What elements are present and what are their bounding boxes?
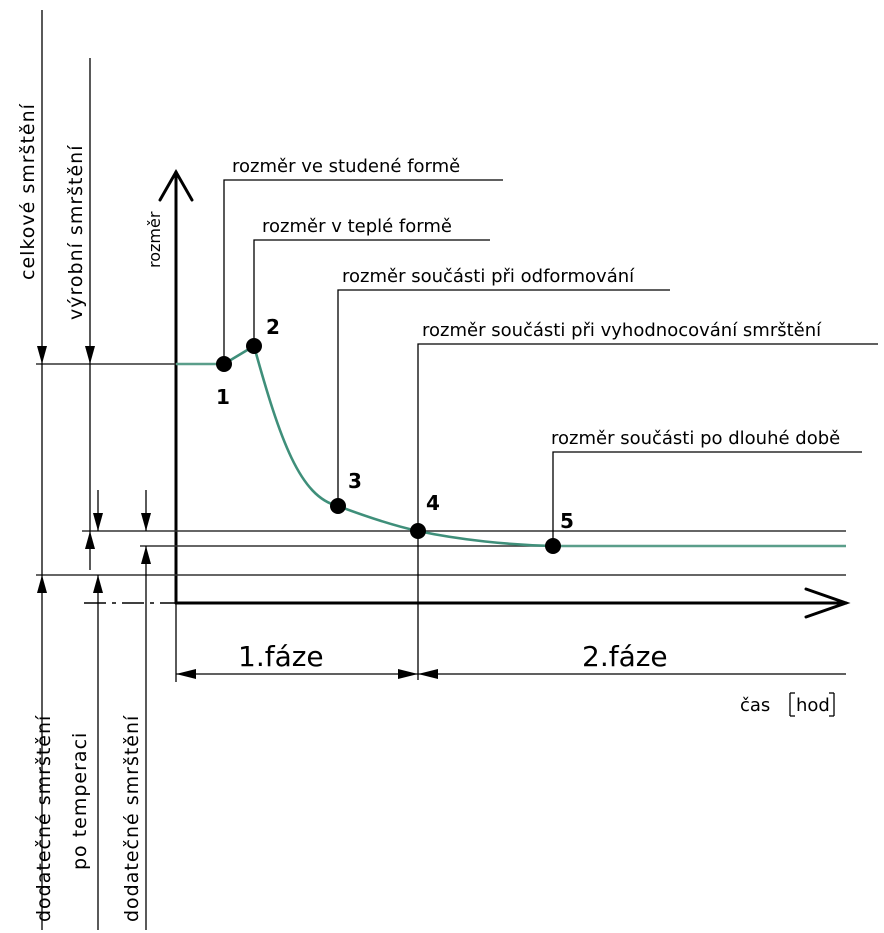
point-1: 1: [216, 356, 232, 409]
point-4-label: 4: [426, 491, 440, 515]
dim-post-shrinkage: dodatečné smrštění: [121, 490, 151, 930]
point-3: 3: [330, 469, 362, 514]
phase-2-label: 2.fáze: [582, 640, 668, 673]
callout-evaluation-text: rozměr součásti při vyhodnocování smrště…: [422, 320, 822, 341]
callout-warm-mold: rozměr v teplé formě: [253, 216, 490, 346]
callout-warm-mold-text: rozměr v teplé formě: [262, 216, 452, 237]
label-post-shrinkage-tempering-2: po temperaci: [69, 732, 91, 870]
dim-total-shrinkage: celkové smrštění: [17, 10, 47, 930]
y-axis-label: rozměr: [145, 211, 164, 268]
label-total-shrinkage: celkové smrštění: [17, 103, 39, 280]
x-axis-label: čas hod: [740, 692, 835, 717]
callout-cold-mold: rozměr ve studené formě: [223, 156, 503, 364]
point-2-label: 2: [266, 315, 280, 339]
callout-long-time: rozměr součásti po dlouhé době: [551, 428, 862, 546]
point-4: 4: [410, 491, 440, 539]
callout-long-time-text: rozměr součásti po dlouhé době: [551, 428, 840, 449]
callout-cold-mold-text: rozměr ve studené formě: [232, 156, 460, 177]
x-axis-label-text: čas: [740, 695, 770, 716]
callout-evaluation: rozměr součásti při vyhodnocování smrště…: [417, 320, 878, 680]
x-axis: [174, 587, 851, 619]
phase-dimension: 1.fáze 2.fáze: [175, 603, 846, 682]
label-production-shrinkage: výrobní smrštění: [65, 144, 87, 320]
label-post-shrinkage: dodatečné smrštění: [121, 715, 143, 922]
point-1-label: 1: [216, 385, 230, 409]
point-3-label: 3: [348, 469, 362, 493]
dim-production-shrinkage: výrobní smrštění: [65, 58, 95, 570]
phase-1-label: 1.fáze: [238, 640, 324, 673]
point-5-label: 5: [560, 509, 574, 533]
dim-post-shrinkage-tempering: dodatečné smrštění po temperaci: [33, 490, 103, 930]
callout-demolding: rozměr součásti při odformování: [337, 266, 670, 506]
label-post-shrinkage-tempering-1: dodatečné smrštění: [33, 715, 55, 922]
x-axis-unit: hod: [796, 695, 830, 716]
y-axis: [158, 168, 194, 605]
callout-demolding-text: rozměr součásti při odformování: [342, 266, 635, 287]
point-2: 2: [246, 315, 280, 354]
